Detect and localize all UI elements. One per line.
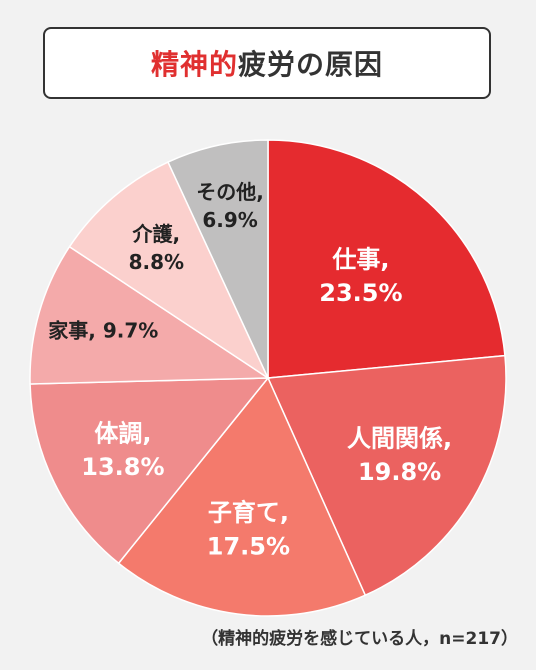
- pie-slice-3: [117, 376, 367, 617]
- slice-category-label: 人間関係,: [347, 424, 452, 452]
- slice-label-7: その他, 6.9%: [196, 180, 264, 232]
- slice-category-label: その他,: [196, 180, 264, 204]
- slice-category-label: 子育て,: [208, 499, 289, 527]
- chart-title-rest: 疲労の原因: [238, 48, 384, 81]
- pie-slice-2: [266, 354, 507, 597]
- slice-label-6: 介護, 8.8%: [129, 222, 184, 274]
- chart-title-highlight: 精神的: [150, 48, 238, 81]
- slice-category-label: 体調,: [94, 419, 151, 447]
- slice-value-label: 23.5%: [319, 279, 402, 307]
- slice-value-label: 19.8%: [358, 458, 441, 486]
- pie-slice-4: [29, 377, 270, 565]
- slice-value-label: 17.5%: [207, 532, 290, 560]
- pie-slice-6: [68, 161, 270, 381]
- slice-label-text: 家事, 9.7%: [48, 319, 158, 343]
- slice-label-5: 家事, 9.7%: [48, 319, 158, 343]
- slice-value-label: 6.9%: [202, 208, 257, 232]
- slice-value-label: 8.8%: [129, 250, 184, 274]
- slice-category-label: 介護,: [131, 222, 180, 246]
- chart-title: 精神的 疲労の原因: [43, 27, 491, 99]
- slice-label-1: 仕事, 23.5%: [319, 246, 402, 308]
- footnote: （精神的疲労を感じている人，n=217）: [201, 629, 518, 649]
- slice-label-2: 人間関係, 19.8%: [347, 424, 452, 486]
- slice-label-3: 子育て, 17.5%: [207, 499, 290, 561]
- slice-label-4: 体調, 13.8%: [81, 419, 164, 481]
- slice-value-label: 13.8%: [81, 453, 164, 481]
- pie-slice-5: [29, 245, 271, 385]
- pie-slice-1: [267, 139, 506, 379]
- pie-slice-7: [167, 139, 269, 379]
- slice-category-label: 仕事,: [331, 246, 389, 274]
